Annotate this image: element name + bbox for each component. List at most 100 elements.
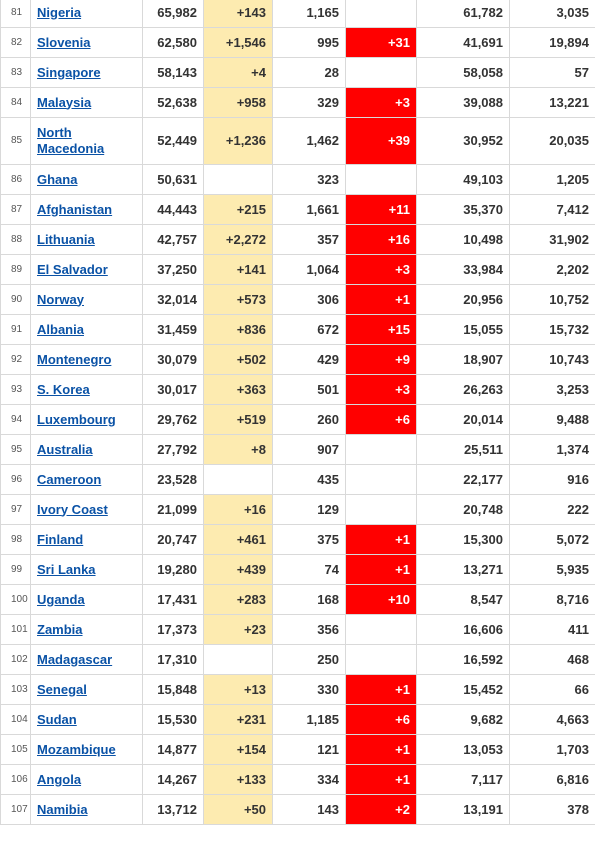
new-deaths-cell (345, 464, 417, 495)
country-link[interactable]: Mozambique (37, 741, 116, 757)
country-link[interactable]: Lithuania (37, 231, 95, 247)
table-row: 91 Albania 31,459 +836 672 +15 15,055 15,732 (0, 314, 595, 345)
country-link[interactable]: Norway (37, 291, 84, 307)
country-link[interactable]: Angola (37, 771, 82, 787)
total-deaths-cell: 330 (272, 674, 346, 705)
new-cases-cell: +215 (203, 194, 273, 225)
total-recovered-cell: 15,055 (416, 314, 510, 345)
total-deaths-cell: 1,185 (272, 704, 346, 735)
country-name-cell: Cameroon (30, 464, 143, 495)
total-deaths-cell: 329 (272, 87, 346, 118)
total-recovered-cell: 18,907 (416, 344, 510, 375)
country-link[interactable]: Montenegro (37, 351, 112, 367)
table-row: 85 North Macedonia 52,449 +1,236 1,462 +39 30,… (0, 117, 595, 165)
total-cases-cell: 23,528 (142, 464, 204, 495)
country-name-cell: Singapore (30, 57, 143, 88)
row-number-cell: 97 (0, 494, 31, 525)
active-cases-cell: 7,412 (509, 194, 595, 225)
table-row: 95 Australia 27,792 +8 907 25,511 1,374 (0, 434, 595, 465)
total-deaths-cell: 1,064 (272, 254, 346, 285)
new-deaths-cell (345, 644, 417, 675)
table-row: 81 Nigeria 65,982 +143 1,165 61,782 3,035 (0, 0, 595, 28)
active-cases-cell: 13,221 (509, 87, 595, 118)
country-link[interactable]: Ivory Coast (37, 501, 108, 517)
new-deaths-cell: +6 (345, 404, 417, 435)
table-row: 100 Uganda 17,431 +283 168 +10 8,547 8,716 (0, 584, 595, 615)
new-cases-cell: +573 (203, 284, 273, 315)
total-recovered-cell: 33,984 (416, 254, 510, 285)
table-row: 87 Afghanistan 44,443 +215 1,661 +11 35,370 7,4… (0, 194, 595, 225)
total-recovered-cell: 15,300 (416, 524, 510, 555)
new-cases-cell: +502 (203, 344, 273, 375)
total-cases-cell: 15,530 (142, 704, 204, 735)
country-link[interactable]: Madagascar (37, 651, 113, 667)
country-name-cell: Senegal (30, 674, 143, 705)
country-link[interactable]: Senegal (37, 681, 87, 697)
row-number-cell: 86 (0, 164, 31, 195)
table-row: 89 El Salvador 37,250 +141 1,064 +3 33,984 2,20… (0, 254, 595, 285)
country-name-cell: Ivory Coast (30, 494, 143, 525)
country-name-cell: Sri Lanka (30, 554, 143, 585)
new-cases-cell: +154 (203, 734, 273, 765)
country-link[interactable]: Finland (37, 531, 84, 547)
country-link[interactable]: Slovenia (37, 34, 91, 50)
row-number-cell: 103 (0, 674, 31, 705)
total-deaths-cell: 429 (272, 344, 346, 375)
row-number-cell: 88 (0, 224, 31, 255)
table-row: 104 Sudan 15,530 +231 1,185 +6 9,682 4,663 (0, 704, 595, 735)
table-row: 84 Malaysia 52,638 +958 329 +3 39,088 13,221 (0, 87, 595, 118)
new-cases-cell (203, 164, 273, 195)
new-cases-cell: +283 (203, 584, 273, 615)
country-link[interactable]: S. Korea (37, 381, 90, 397)
total-cases-cell: 20,747 (142, 524, 204, 555)
total-recovered-cell: 15,452 (416, 674, 510, 705)
row-number-cell: 91 (0, 314, 31, 345)
total-cases-cell: 65,982 (142, 0, 204, 28)
total-deaths-cell: 1,661 (272, 194, 346, 225)
active-cases-cell: 4,663 (509, 704, 595, 735)
total-cases-cell: 52,449 (142, 117, 204, 165)
country-link[interactable]: Uganda (37, 591, 85, 607)
country-link[interactable]: El Salvador (37, 261, 108, 277)
country-link[interactable]: Zambia (37, 621, 83, 637)
country-link[interactable]: Luxembourg (37, 411, 116, 427)
total-recovered-cell: 9,682 (416, 704, 510, 735)
total-recovered-cell: 20,014 (416, 404, 510, 435)
country-link[interactable]: Singapore (37, 64, 101, 80)
country-link[interactable]: North Macedonia (37, 125, 105, 156)
row-number-cell: 81 (0, 0, 31, 28)
new-deaths-cell: +16 (345, 224, 417, 255)
country-link[interactable]: Cameroon (37, 471, 102, 487)
row-number-cell: 95 (0, 434, 31, 465)
table-row: 93 S. Korea 30,017 +363 501 +3 26,263 3,253 (0, 374, 595, 405)
total-cases-cell: 58,143 (142, 57, 204, 88)
country-link[interactable]: Australia (37, 441, 93, 457)
country-link[interactable]: Sudan (37, 711, 77, 727)
country-link[interactable]: Ghana (37, 171, 78, 187)
total-deaths-cell: 357 (272, 224, 346, 255)
country-link[interactable]: Sri Lanka (37, 561, 96, 577)
total-recovered-cell: 61,782 (416, 0, 510, 28)
country-link[interactable]: Afghanistan (37, 201, 113, 217)
new-deaths-cell (345, 0, 417, 28)
row-number-cell: 101 (0, 614, 31, 645)
row-number-cell: 100 (0, 584, 31, 615)
country-link[interactable]: Albania (37, 321, 84, 337)
country-name-cell: Slovenia (30, 27, 143, 58)
active-cases-cell: 57 (509, 57, 595, 88)
table-row: 103 Senegal 15,848 +13 330 +1 15,452 66 (0, 674, 595, 705)
country-name-cell: Uganda (30, 584, 143, 615)
country-name-cell: Ghana (30, 164, 143, 195)
country-link[interactable]: Namibia (37, 801, 88, 817)
new-cases-cell: +836 (203, 314, 273, 345)
country-link[interactable]: Malaysia (37, 94, 92, 110)
total-recovered-cell: 16,592 (416, 644, 510, 675)
new-cases-cell: +1,236 (203, 117, 273, 165)
new-cases-cell: +519 (203, 404, 273, 435)
total-deaths-cell: 334 (272, 764, 346, 795)
new-deaths-cell: +1 (345, 284, 417, 315)
row-number-cell: 99 (0, 554, 31, 585)
country-link[interactable]: Nigeria (37, 4, 82, 20)
new-cases-cell: +1,546 (203, 27, 273, 58)
new-deaths-cell: +2 (345, 794, 417, 825)
